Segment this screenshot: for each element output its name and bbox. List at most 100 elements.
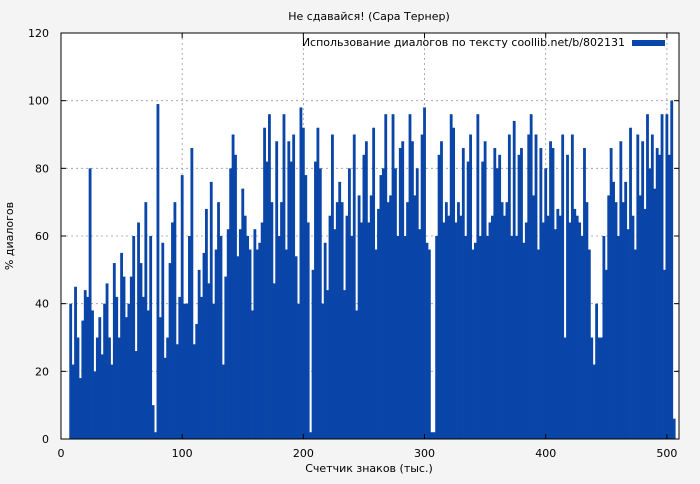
- bar: [539, 148, 543, 440]
- bar: [566, 154, 569, 440]
- bar: [658, 154, 662, 440]
- bar: [529, 114, 533, 439]
- bar: [297, 303, 300, 439]
- bar: [103, 303, 107, 439]
- bar: [503, 215, 506, 439]
- bar: [277, 236, 281, 439]
- bar: [134, 351, 138, 439]
- bar: [505, 202, 509, 439]
- bar: [541, 222, 545, 439]
- legend: Использование диалогов по тексту coollib…: [302, 36, 665, 49]
- bar: [612, 181, 615, 439]
- bar: [653, 188, 657, 439]
- bar: [214, 249, 218, 439]
- bar: [117, 337, 121, 439]
- bar: [449, 114, 453, 439]
- bar: [275, 141, 279, 439]
- bar: [452, 127, 456, 439]
- bar: [464, 236, 468, 439]
- bar: [580, 236, 584, 439]
- bar-series: [69, 100, 676, 440]
- bar: [476, 114, 480, 439]
- y-axis-label: % диалогов: [3, 202, 16, 270]
- bar: [347, 168, 351, 440]
- x-tick-label: 500: [656, 447, 677, 460]
- bar: [522, 242, 526, 439]
- bar: [314, 161, 317, 440]
- bar: [406, 202, 409, 439]
- bar: [338, 181, 342, 439]
- bar: [149, 236, 153, 439]
- bar: [602, 236, 606, 439]
- bar: [112, 263, 116, 439]
- bar: [590, 337, 594, 439]
- bar: [192, 344, 196, 439]
- bar: [488, 222, 492, 439]
- bar: [483, 141, 487, 439]
- bar: [507, 134, 511, 439]
- bar: [600, 337, 603, 439]
- bar: [217, 202, 220, 439]
- bar: [510, 236, 514, 439]
- bar: [372, 127, 376, 439]
- bar: [331, 134, 334, 439]
- bar: [532, 195, 535, 439]
- bar: [544, 168, 548, 440]
- bar: [234, 154, 237, 440]
- bar: [413, 195, 417, 439]
- bar: [86, 296, 90, 439]
- bar: [394, 168, 397, 440]
- bar: [672, 418, 676, 439]
- bar: [575, 215, 579, 439]
- bar: [202, 252, 206, 439]
- bar: [377, 208, 380, 439]
- bar: [490, 215, 494, 439]
- bar: [498, 154, 502, 440]
- bar: [158, 317, 162, 439]
- bar: [481, 161, 485, 440]
- bar: [578, 222, 582, 439]
- legend-swatch: [632, 40, 665, 46]
- bar: [352, 134, 356, 439]
- bar: [384, 114, 388, 439]
- bar: [442, 222, 446, 439]
- bar: [556, 208, 560, 439]
- bar: [95, 337, 99, 439]
- bar: [207, 283, 211, 439]
- bar: [636, 134, 640, 439]
- bar: [253, 229, 257, 439]
- bar: [391, 114, 395, 439]
- bar: [306, 222, 310, 439]
- bar: [437, 154, 441, 440]
- bar: [146, 310, 150, 439]
- bar: [151, 405, 155, 439]
- bar: [646, 114, 649, 439]
- bar: [364, 141, 368, 439]
- bar: [568, 222, 572, 439]
- bar: [168, 263, 172, 439]
- bar: [474, 242, 477, 439]
- bar: [260, 222, 264, 439]
- bar: [163, 357, 167, 439]
- x-axis-label: Счетчик знаков (тыс.): [305, 462, 433, 475]
- bar: [638, 195, 642, 439]
- bar: [127, 303, 131, 439]
- bar: [624, 181, 628, 439]
- axis-ticks: 0 20 40 60 80 100 120 0 100 200 300 400 500: [28, 27, 679, 460]
- bar: [156, 104, 160, 440]
- bar: [200, 296, 203, 439]
- bar: [551, 148, 555, 440]
- bar: [667, 154, 671, 440]
- bar: [423, 107, 426, 439]
- bar: [447, 215, 451, 439]
- bar: [328, 215, 332, 439]
- bar: [321, 303, 325, 439]
- bar: [166, 337, 170, 439]
- bar: [197, 269, 201, 439]
- bar: [527, 134, 531, 439]
- bar: [617, 236, 620, 439]
- bar: [108, 337, 111, 439]
- bar: [183, 303, 187, 439]
